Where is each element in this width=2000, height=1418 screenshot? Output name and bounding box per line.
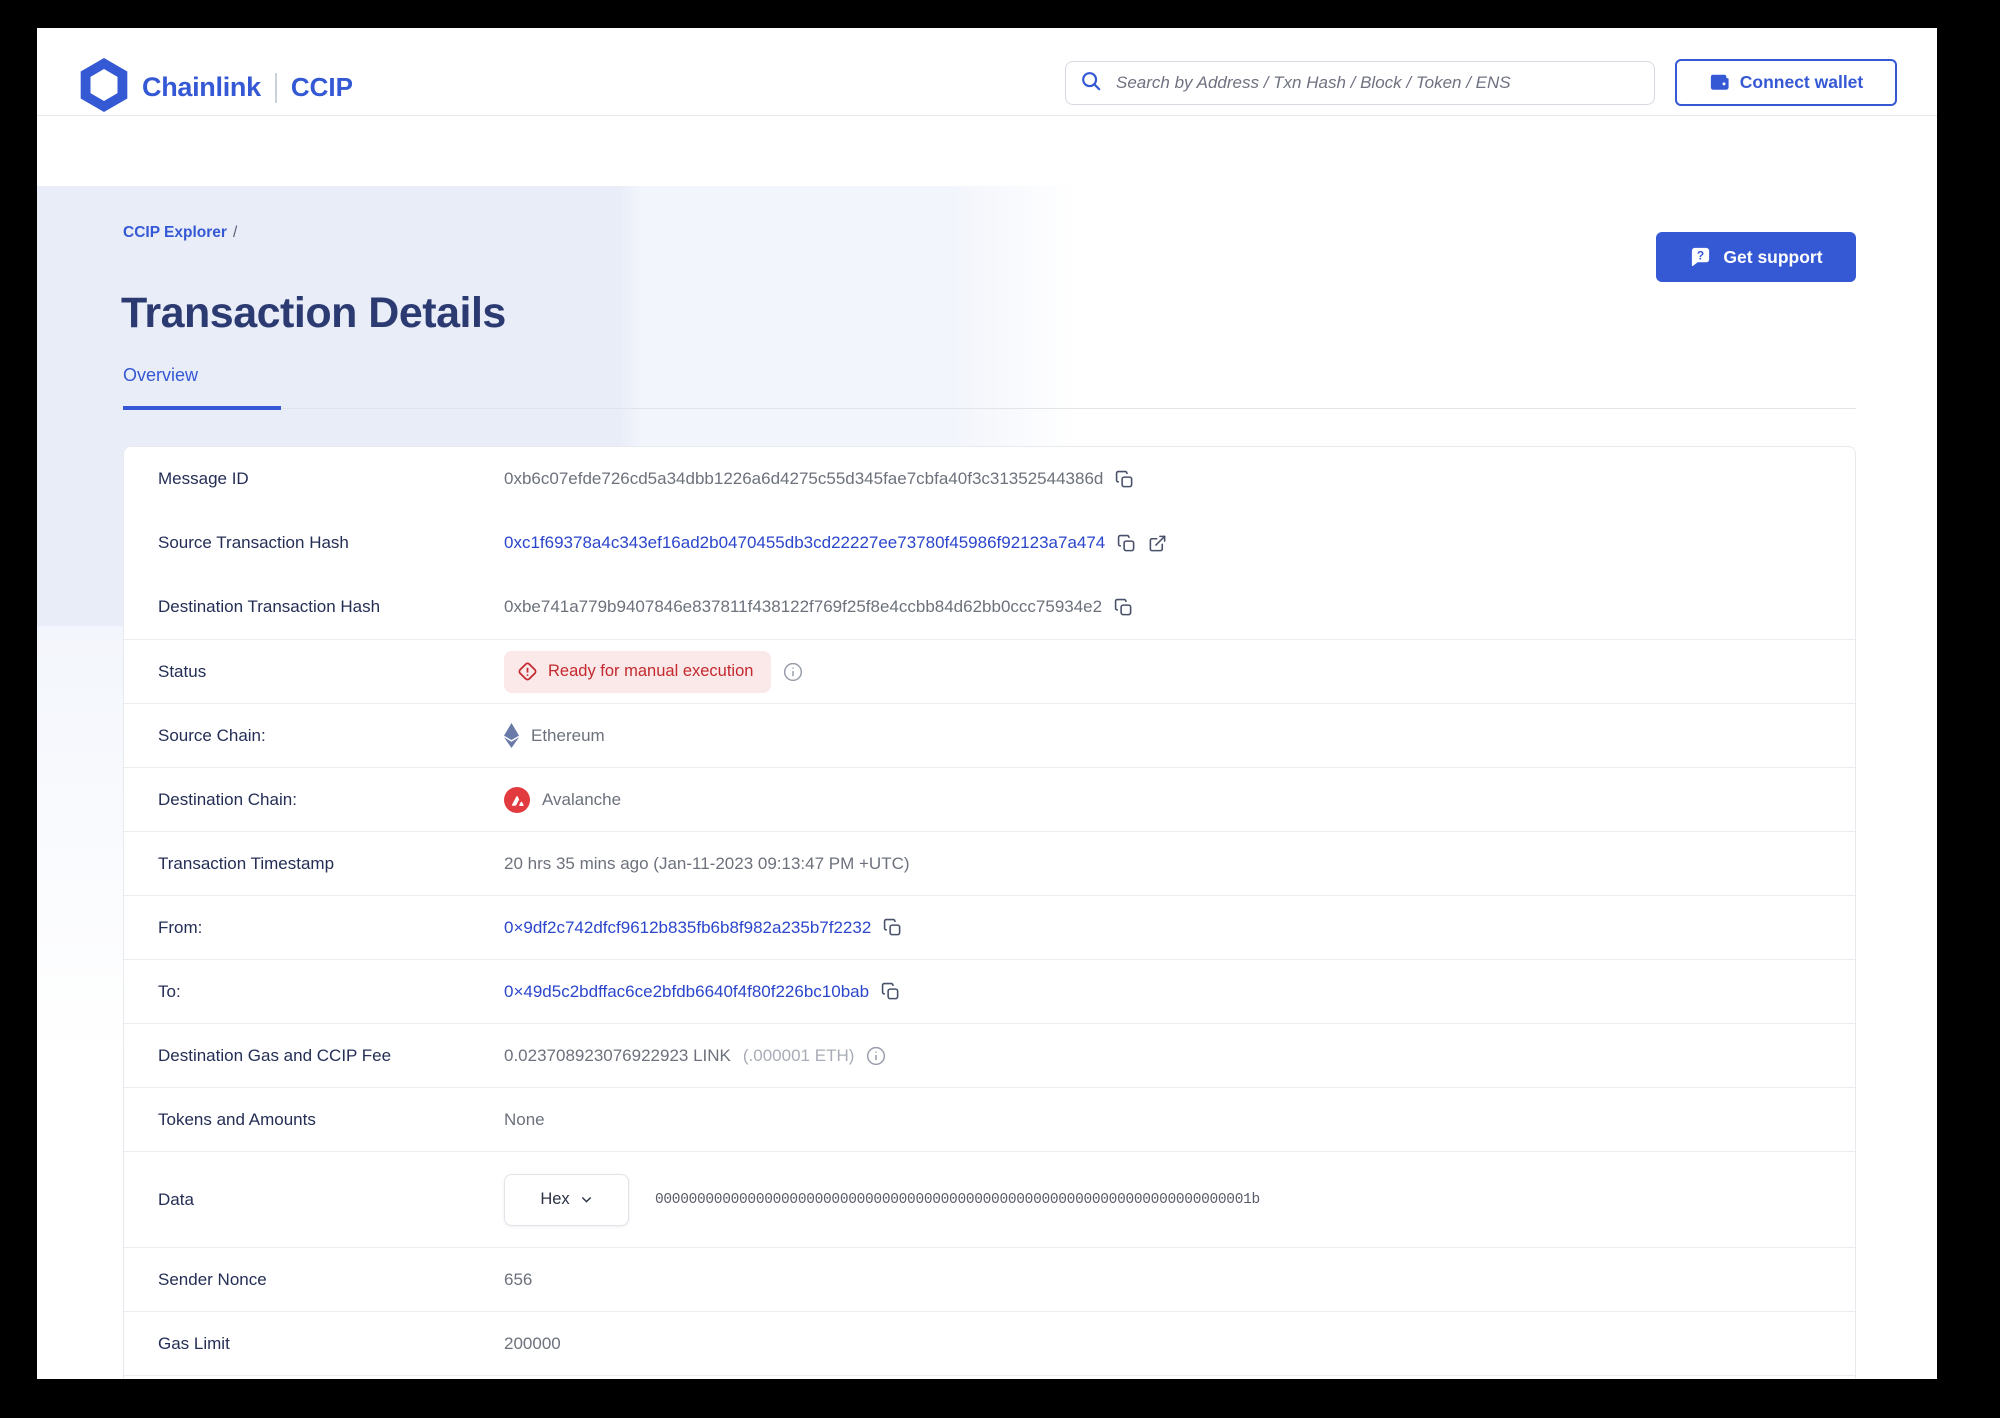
page: Chainlink CCIP Connect wallet CCIP Explo… xyxy=(37,28,1937,1379)
row-label: Gas Limit xyxy=(158,1333,230,1353)
row-label: Destination Chain: xyxy=(158,789,297,809)
avalanche-icon xyxy=(504,786,530,813)
wallet-icon xyxy=(1709,73,1730,92)
row-value-link[interactable]: 0×9df2c742dfcf9612b835fb6b8f982a235b7f22… xyxy=(504,917,872,937)
row-value-group: 0xb6c07efde726cd5a34dbb1226a6d4275c55d34… xyxy=(504,469,1134,489)
table-row-tokens-and-amounts: Tokens and Amounts None xyxy=(124,1087,1855,1151)
row-value: 200000 xyxy=(504,1333,561,1353)
table-row-source-chain: Source Chain: Ethereum xyxy=(124,703,1855,767)
row-value-group: Avalanche xyxy=(504,786,622,813)
table-row-gas-limit: Gas Limit 200000 xyxy=(124,1311,1855,1375)
table-row-message-id: Message ID 0xb6c07efde726cd5a34dbb1226a6d… xyxy=(124,447,1855,511)
tab-active-underline xyxy=(123,406,281,410)
status-badge-label: Ready for manual execution xyxy=(548,662,754,680)
row-label: Data xyxy=(158,1189,194,1209)
row-value: 0xbe741a779b9407846e837811f438122f769f25… xyxy=(504,597,1103,616)
connect-wallet-label: Connect wallet xyxy=(1739,72,1864,92)
external-link-icon[interactable] xyxy=(1148,534,1167,553)
brand[interactable]: Chainlink CCIP xyxy=(80,58,353,117)
copy-icon[interactable] xyxy=(1114,598,1133,617)
row-value-group: 0.023708923076922923 LINK (.000001 ETH) xyxy=(504,1046,886,1066)
row-label: Status xyxy=(158,661,207,681)
table-row-destination-chain: Destination Chain: Avalanche xyxy=(124,767,1855,831)
table-row-to: To: 0×49d5c2bdffac6ce2bfdb6640f4f80f226bc… xyxy=(124,959,1855,1023)
breadcrumb-separator: / xyxy=(232,224,238,241)
row-value-link[interactable]: 0×49d5c2bdffac6ce2bfdb6640f4f80f226bc10b… xyxy=(504,981,870,1001)
tab-overview[interactable]: Overview xyxy=(123,365,199,385)
table-row-source-transaction-hash: Source Transaction Hash 0xc1f69378a4c343e… xyxy=(124,511,1855,575)
ethereum-icon xyxy=(504,723,519,748)
row-value: 0.023708923076922923 LINK xyxy=(504,1045,731,1065)
row-label: Destination Gas and CCIP Fee xyxy=(158,1045,392,1065)
page-title: Transaction Details xyxy=(121,288,506,337)
row-value-group: 200000 xyxy=(504,1334,561,1354)
row-label: Transaction Timestamp xyxy=(158,853,335,873)
row-value-group: 0×49d5c2bdffac6ce2bfdb6640f4f80f226bc10b… xyxy=(504,982,900,1002)
row-value-group: 20 hrs 35 mins ago (Jan-11-2023 09:13:47… xyxy=(504,854,910,874)
row-label: Source Transaction Hash xyxy=(158,533,349,552)
row-value-group: 656 xyxy=(504,1270,532,1290)
row-value-link[interactable]: 0xc1f69378a4c343ef16ad2b0470455db3cd2222… xyxy=(504,533,1106,552)
row-value-group: Hex 0000000000000000000000000000000000000… xyxy=(504,1173,1260,1226)
row-label: Destination Transaction Hash xyxy=(158,597,381,616)
row-value: 0xb6c07efde726cd5a34dbb1226a6d4275c55d34… xyxy=(504,469,1104,488)
row-label: Message ID xyxy=(158,469,249,488)
table-row-from: From: 0×9df2c742dfcf9612b835fb6b8f982a235… xyxy=(124,895,1855,959)
search-input[interactable] xyxy=(1114,72,1640,94)
hex-format-dropdown[interactable]: Hex xyxy=(504,1173,629,1226)
table-row-destination-transaction-hash: Destination Transaction Hash 0xbe741a779b… xyxy=(124,575,1855,639)
row-label: From: xyxy=(158,917,203,937)
row-value: 0000000000000000000000000000000000000000… xyxy=(655,1191,1260,1208)
brand-name: Chainlink xyxy=(142,72,261,102)
svg-text:?: ? xyxy=(1697,248,1704,262)
table-row-partial xyxy=(124,1375,1855,1379)
brand-divider xyxy=(274,72,277,103)
row-value-group: 0×9df2c742dfcf9612b835fb6b8f982a235b7f22… xyxy=(504,918,902,938)
copy-icon[interactable] xyxy=(881,982,900,1001)
status-badge: Ready for manual execution xyxy=(504,650,772,693)
search-bar[interactable] xyxy=(1065,61,1655,105)
row-value-group: 0xc1f69378a4c343ef16ad2b0470455db3cd2222… xyxy=(504,533,1167,553)
copy-icon[interactable] xyxy=(883,918,902,937)
tab-rule xyxy=(123,408,1856,409)
breadcrumb: CCIP Explorer / xyxy=(123,224,237,242)
row-label: Sender Nonce xyxy=(158,1269,267,1289)
table-row-sender-nonce: Sender Nonce 656 xyxy=(124,1247,1855,1311)
hex-format-label: Hex xyxy=(540,1190,570,1208)
row-value: 656 xyxy=(504,1269,533,1289)
get-support-label: Get support xyxy=(1723,246,1823,267)
copy-icon[interactable] xyxy=(1117,534,1136,553)
top-header: Chainlink CCIP Connect wallet xyxy=(37,28,1937,116)
row-value-group: Ethereum xyxy=(504,723,605,748)
table-row-status: Status Ready for manual execution xyxy=(124,639,1855,703)
row-value: 20 hrs 35 mins ago (Jan-11-2023 09:13:47… xyxy=(504,853,910,873)
row-value: None xyxy=(504,1109,545,1129)
info-icon[interactable] xyxy=(866,1046,886,1066)
row-label: Source Chain: xyxy=(158,725,266,745)
get-support-button[interactable]: ? Get support xyxy=(1656,232,1856,282)
copy-icon[interactable] xyxy=(1115,470,1134,489)
brand-product: CCIP xyxy=(290,72,353,102)
row-value-secondary: (.000001 ETH) xyxy=(742,1045,855,1065)
search-icon xyxy=(1080,70,1102,97)
transaction-details-card: Message ID 0xb6c07efde726cd5a34dbb1226a6d… xyxy=(123,446,1856,1379)
table-row-destination-gas-and-ccip-fee: Destination Gas and CCIP Fee 0.0237089230… xyxy=(124,1023,1855,1087)
info-icon[interactable] xyxy=(783,662,803,682)
chevron-down-icon xyxy=(580,1193,593,1206)
row-value-group: 0xbe741a779b9407846e837811f438122f769f25… xyxy=(504,597,1133,617)
alert-diamond-icon xyxy=(517,661,538,682)
connect-wallet-button[interactable]: Connect wallet xyxy=(1675,59,1897,106)
chain-name: Avalanche xyxy=(542,789,622,809)
row-label: Tokens and Amounts xyxy=(158,1109,316,1129)
row-value-group: Ready for manual execution xyxy=(504,650,803,693)
row-label: To: xyxy=(158,981,181,1001)
table-row-data: Data Hex 000000000000000000000000000000000… xyxy=(124,1151,1855,1247)
chain-name: Ethereum xyxy=(531,725,605,745)
row-value-group: None xyxy=(504,1110,545,1130)
chainlink-hexagon-icon xyxy=(80,58,128,117)
breadcrumb-link-ccip-explorer[interactable]: CCIP Explorer xyxy=(123,224,227,241)
table-row-transaction-timestamp: Transaction Timestamp 20 hrs 35 mins ago … xyxy=(124,831,1855,895)
question-bubble-icon: ? xyxy=(1689,246,1712,269)
